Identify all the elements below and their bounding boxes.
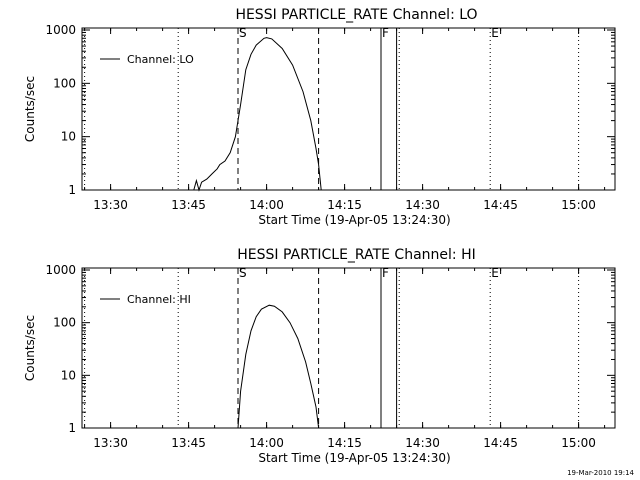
plot-frame	[81, 27, 616, 191]
x-tick-label: 14:00	[249, 436, 284, 450]
y-tick-label: 10	[61, 130, 76, 144]
x-tick-label: 15:00	[561, 198, 596, 212]
series-line	[193, 37, 322, 192]
y-tick-label: 1000	[45, 23, 76, 37]
event-marker-label: S	[239, 266, 247, 280]
event-marker-label: E	[491, 266, 499, 280]
footer-timestamp: 19-Mar-2010 19:14	[567, 469, 634, 477]
x-tick-label: 14:00	[249, 198, 284, 212]
event-marker-label: S	[239, 26, 247, 40]
plot-frame	[81, 267, 616, 429]
x-tick-label: 14:45	[483, 436, 518, 450]
x-tick-label: 14:15	[327, 436, 362, 450]
x-tick-label: 14:30	[405, 198, 440, 212]
legend-label: Channel: HI	[127, 293, 191, 306]
x-tick-label: 14:15	[327, 198, 362, 212]
series-line	[237, 304, 320, 429]
event-marker-label: E	[491, 26, 499, 40]
x-axis-label: Start Time (19-Apr-05 13:24:30)	[258, 213, 450, 227]
y-axis-label: Counts/sec	[23, 315, 37, 381]
x-tick-label: 15:00	[561, 436, 596, 450]
x-tick-label: 14:30	[405, 436, 440, 450]
x-tick-label: 14:45	[483, 198, 518, 212]
event-marker-label: F	[382, 26, 389, 40]
x-tick-label: 13:45	[171, 436, 206, 450]
y-tick-label: 1	[68, 183, 76, 197]
event-marker-label: F	[382, 266, 389, 280]
hi-channel-panel: HESSI PARTICLE_RATE Channel: HI 13:30 13:4…	[23, 247, 616, 465]
y-tick-label: 10	[61, 368, 76, 382]
x-tick-label: 13:45	[171, 198, 206, 212]
x-tick-label: 13:30	[93, 198, 128, 212]
chart-title: HESSI PARTICLE_RATE Channel: LO	[235, 7, 477, 23]
x-axis-label: Start Time (19-Apr-05 13:24:30)	[258, 451, 450, 465]
y-axis-label: Counts/sec	[23, 76, 37, 142]
y-tick-label: 1	[68, 421, 76, 435]
lo-channel-panel: HESSI PARTICLE_RATE Channel: LO 13:30 13:4…	[23, 7, 616, 227]
legend-label: Channel: LO	[127, 53, 194, 66]
chart-title: HESSI PARTICLE_RATE Channel: HI	[237, 247, 475, 263]
y-tick-label: 1000	[45, 263, 76, 277]
y-tick-label: 100	[53, 316, 76, 330]
x-tick-label: 13:30	[93, 436, 128, 450]
y-tick-label: 100	[53, 76, 76, 90]
